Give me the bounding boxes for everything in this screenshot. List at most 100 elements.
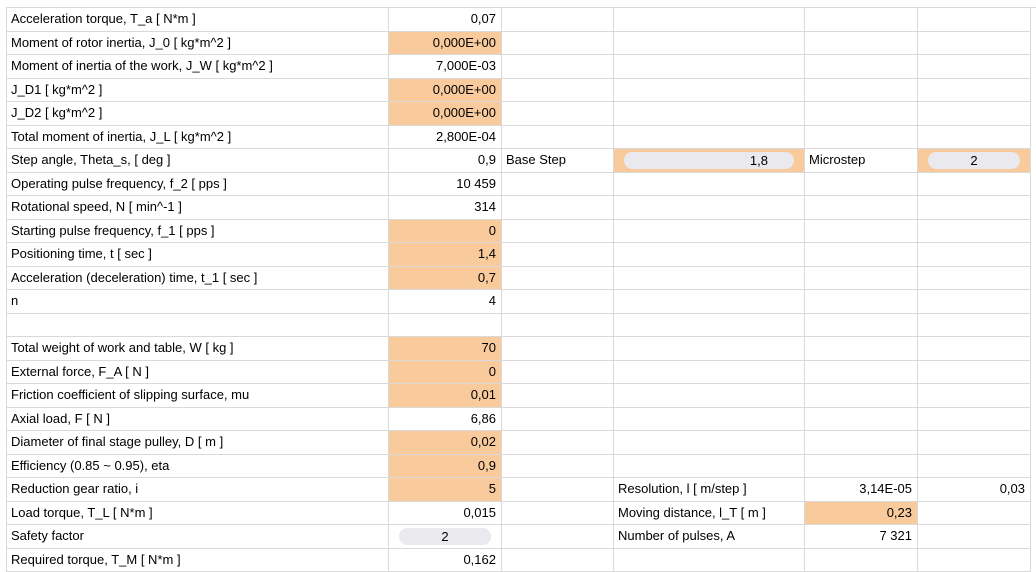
empty-cell [805,172,918,196]
empty-cell [805,454,918,478]
microstep-dropdown[interactable]: 2 [928,152,1020,169]
empty-cell [614,360,805,384]
row-label: Step angle, Theta_s, [ deg ] [6,149,389,173]
empty-cell [614,125,805,149]
row-label: Operating pulse frequency, f_2 [ pps ] [6,172,389,196]
empty-cell [614,8,805,32]
empty-cell [918,501,1031,525]
empty-cell [502,196,614,220]
base-step-cell[interactable]: 1,8 [614,149,805,173]
row-value[interactable]: 0,000E+00 [389,102,502,126]
base-step-dropdown[interactable]: 1,8 [624,152,794,169]
row-value[interactable]: 70 [389,337,502,361]
empty-cell [502,78,614,102]
empty-cell [502,501,614,525]
empty-cell [502,360,614,384]
empty-cell [805,125,918,149]
empty-cell [614,219,805,243]
empty-cell [805,360,918,384]
row-value[interactable]: 0,9 [389,454,502,478]
empty-cell [805,102,918,126]
empty-cell [614,102,805,126]
empty-cell [805,266,918,290]
empty-cell [918,78,1031,102]
empty-cell [805,219,918,243]
empty-cell [614,431,805,455]
empty-cell [918,125,1031,149]
row-label: Moment of inertia of the work, J_W [ kg*… [6,55,389,79]
empty-cell [805,78,918,102]
row-value: 0,162 [389,548,502,572]
grid-top-border [6,7,1036,8]
row-value: 0,07 [389,8,502,32]
empty-cell [502,384,614,408]
empty-cell [918,290,1031,314]
row-value[interactable]: 5 [389,478,502,502]
row-value: 0,015 [389,501,502,525]
safety-factor-dropdown[interactable]: 2 [399,528,491,545]
empty-cell [502,172,614,196]
empty-cell [805,384,918,408]
row-label: Rotational speed, N [ min^-1 ] [6,196,389,220]
row-value[interactable]: 0,7 [389,266,502,290]
empty-cell [918,102,1031,126]
empty-cell [918,31,1031,55]
empty-cell [502,55,614,79]
empty-cell [614,290,805,314]
empty-cell [502,125,614,149]
empty-cell [918,548,1031,572]
row-value[interactable]: 0 [389,219,502,243]
empty-cell [502,431,614,455]
empty-cell [502,454,614,478]
row-value: 2 [389,525,502,549]
empty-cell [918,219,1031,243]
empty-cell [614,313,805,337]
row-label: Reduction gear ratio, i [6,478,389,502]
row-value[interactable]: 0,000E+00 [389,31,502,55]
row-label: Diameter of final stage pulley, D [ m ] [6,431,389,455]
row-value: 4 [389,290,502,314]
empty-cell [918,525,1031,549]
row-label: Acceleration torque, T_a [ N*m ] [6,8,389,32]
empty-cell [614,243,805,267]
empty-cell [918,243,1031,267]
row-label [6,313,389,337]
empty-cell [614,384,805,408]
row-label: Required torque, T_M [ N*m ] [6,548,389,572]
empty-cell [805,55,918,79]
empty-cell [614,31,805,55]
row-value[interactable]: 0,000E+00 [389,78,502,102]
empty-cell [918,266,1031,290]
empty-cell [805,313,918,337]
row-label: Load torque, T_L [ N*m ] [6,501,389,525]
empty-cell [502,219,614,243]
resolution-value: 3,14E-05 [805,478,918,502]
empty-cell [614,454,805,478]
empty-cell [918,196,1031,220]
row-value: 2,800E-04 [389,125,502,149]
resolution-label: Resolution, l [ m/step ] [614,478,805,502]
microstep-cell[interactable]: 2 [918,149,1031,173]
moving-distance-value[interactable]: 0,23 [805,501,918,525]
row-value[interactable]: 0 [389,360,502,384]
row-value: 7,000E-03 [389,55,502,79]
row-value[interactable]: 0,02 [389,431,502,455]
empty-cell [502,31,614,55]
number-of-pulses-value: 7 321 [805,525,918,549]
empty-cell [918,384,1031,408]
row-value[interactable]: 1,4 [389,243,502,267]
empty-cell [614,78,805,102]
empty-cell [918,313,1031,337]
row-label: Safety factor [6,525,389,549]
empty-cell [502,313,614,337]
empty-cell [805,8,918,32]
row-label: Starting pulse frequency, f_1 [ pps ] [6,219,389,243]
empty-cell [614,337,805,361]
empty-cell [502,407,614,431]
row-value[interactable]: 0,01 [389,384,502,408]
empty-cell [918,454,1031,478]
empty-cell [918,8,1031,32]
empty-cell [805,407,918,431]
empty-cell [805,196,918,220]
